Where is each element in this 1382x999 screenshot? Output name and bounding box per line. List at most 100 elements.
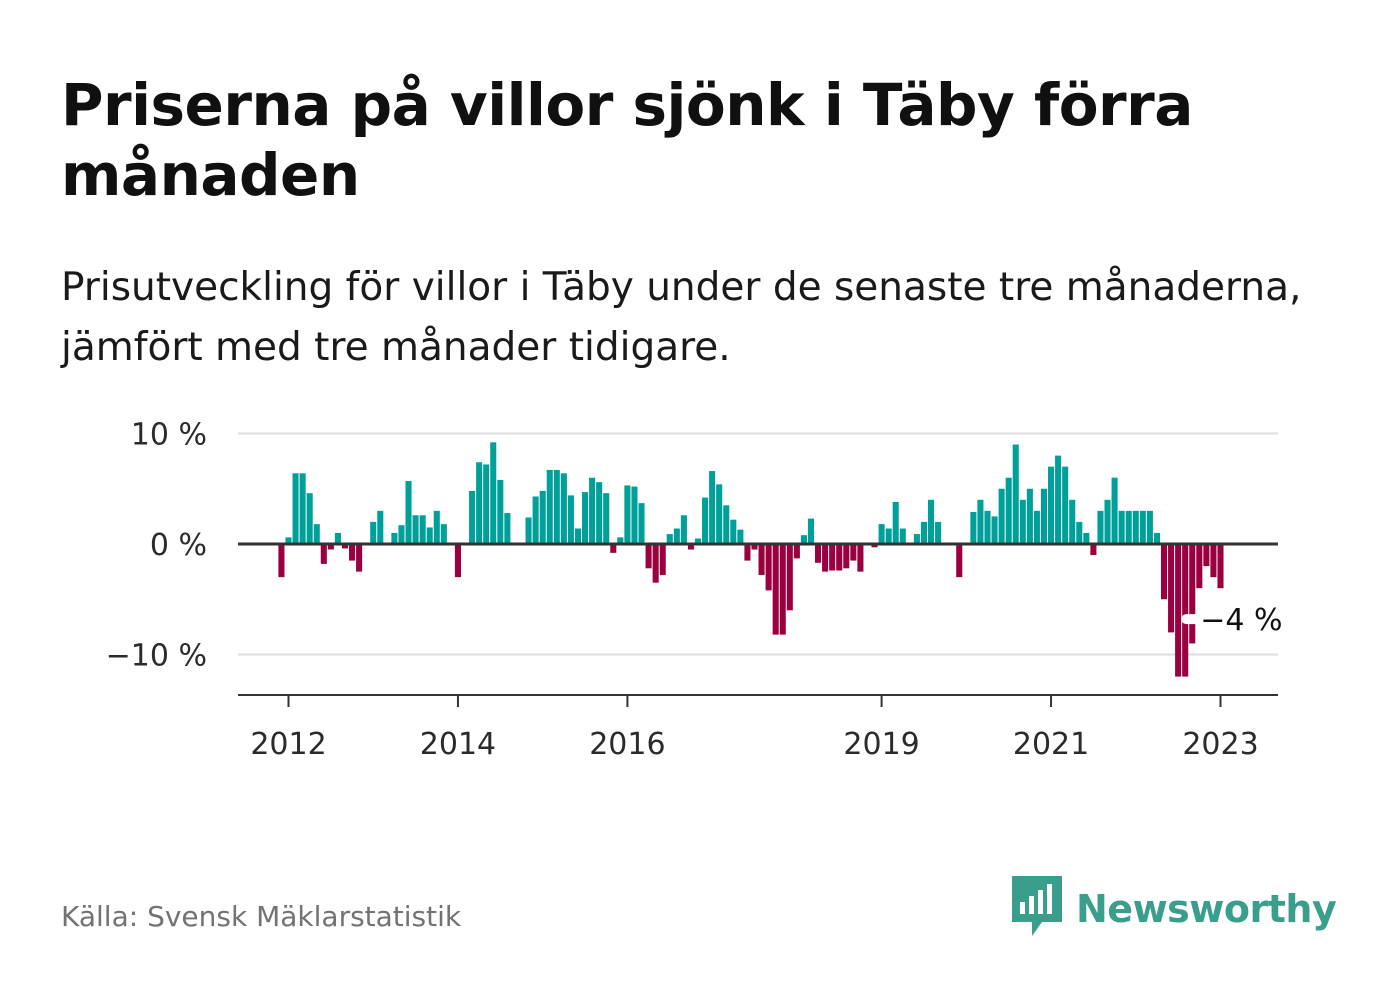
bar	[539, 490, 546, 544]
bar	[836, 544, 843, 571]
bar	[1005, 477, 1012, 544]
last-value-annotation: −4 %	[1181, 603, 1283, 638]
bar	[567, 495, 574, 544]
y-tick-label: 10 %	[131, 418, 207, 453]
bar	[1069, 499, 1076, 544]
bar	[913, 534, 920, 544]
bar	[398, 525, 405, 544]
bar	[1182, 544, 1189, 677]
bar	[560, 473, 567, 544]
bar	[610, 544, 617, 553]
bar	[341, 544, 349, 549]
bar	[299, 473, 306, 544]
bar	[1175, 544, 1182, 677]
bars	[278, 442, 1224, 677]
bar	[871, 544, 878, 548]
bar	[412, 515, 419, 544]
bar	[320, 544, 327, 564]
bar	[857, 544, 864, 572]
bar	[765, 544, 772, 591]
bar	[737, 529, 744, 544]
bar	[843, 544, 850, 569]
bar	[596, 482, 603, 544]
bar	[1019, 499, 1026, 544]
bar	[589, 477, 596, 544]
source-note: Källa: Svensk Mäklarstatistik	[61, 900, 462, 933]
bar	[850, 544, 857, 561]
bar	[1139, 510, 1146, 544]
bar	[1118, 510, 1125, 544]
y-tick-label: 0 %	[150, 528, 207, 563]
bar	[807, 518, 815, 544]
bar	[1203, 544, 1210, 567]
bar	[638, 503, 645, 544]
bar	[899, 528, 906, 544]
bar	[525, 517, 532, 544]
bar	[334, 532, 341, 544]
bar	[631, 486, 638, 544]
bar	[356, 544, 363, 572]
bar	[694, 538, 702, 544]
bar	[970, 511, 977, 544]
bar	[751, 544, 758, 550]
bar	[673, 528, 680, 544]
bar	[497, 479, 504, 544]
x-tick-label: 2019	[843, 727, 919, 762]
bar	[772, 544, 779, 635]
bar	[617, 537, 624, 544]
chart-subtitle: Prisutveckling för villor i Täby under d…	[61, 265, 1302, 370]
x-tick-label: 2021	[1013, 727, 1089, 762]
bar	[730, 519, 737, 544]
bar	[490, 442, 497, 544]
bar	[659, 544, 666, 575]
annotation-label: −4 %	[1200, 603, 1282, 638]
bar	[440, 524, 447, 544]
bar	[313, 524, 320, 544]
bar	[716, 484, 723, 544]
bar	[956, 544, 963, 578]
bar	[793, 544, 800, 559]
bar	[991, 516, 998, 545]
bar	[1097, 510, 1104, 544]
bar	[582, 492, 589, 544]
brand-name: Newsworthy	[1076, 887, 1337, 931]
bar	[1040, 488, 1048, 544]
bar	[292, 473, 299, 544]
bar	[977, 499, 984, 544]
bar	[702, 497, 709, 544]
bar	[1160, 544, 1168, 600]
bar	[892, 502, 899, 544]
bar	[1104, 499, 1111, 544]
bar	[920, 521, 927, 544]
bar	[927, 499, 935, 544]
bar	[327, 544, 334, 550]
bar	[885, 528, 892, 544]
bar	[624, 485, 631, 544]
bar	[1012, 444, 1019, 544]
bar	[574, 528, 582, 544]
bar	[349, 544, 356, 561]
bar	[822, 544, 829, 572]
bar	[603, 493, 610, 544]
x-axis: 2012 2014 2016 2019 2021 2023	[238, 694, 1278, 762]
bar	[1217, 544, 1224, 589]
newsworthy-logo-icon	[1012, 876, 1062, 942]
bar	[779, 544, 786, 635]
bar	[1090, 544, 1097, 556]
bar	[666, 534, 673, 544]
brand-logo: Newsworthy	[1012, 876, 1337, 942]
bar	[454, 544, 461, 578]
x-tick-label: 2012	[250, 727, 326, 762]
bar	[786, 544, 793, 611]
bar	[984, 510, 991, 544]
bar-chart: 10 % 0 % −10 % 2012 2014 2016 2019 2021 2023 −4…	[106, 418, 1283, 763]
bar	[1111, 477, 1118, 544]
bar	[1146, 510, 1153, 544]
bar	[998, 488, 1005, 544]
bar	[815, 544, 822, 563]
bar	[723, 505, 730, 544]
bar	[504, 513, 511, 544]
bar	[680, 515, 687, 544]
bar	[645, 544, 652, 569]
bar	[935, 521, 942, 544]
